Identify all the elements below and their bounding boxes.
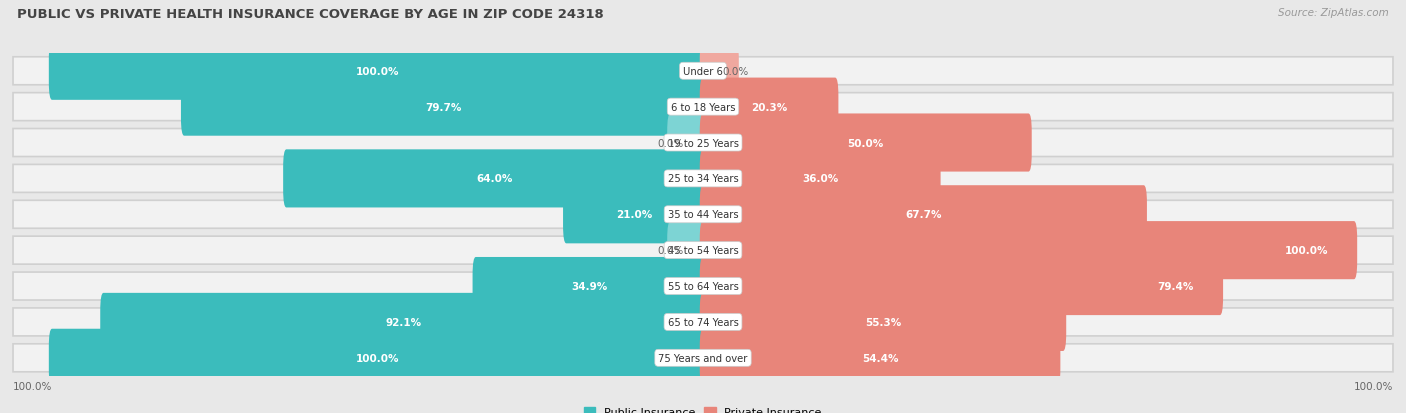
FancyBboxPatch shape bbox=[700, 114, 1032, 172]
Text: 25 to 34 Years: 25 to 34 Years bbox=[668, 174, 738, 184]
FancyBboxPatch shape bbox=[13, 273, 1393, 300]
Text: 100.0%: 100.0% bbox=[13, 381, 52, 391]
FancyBboxPatch shape bbox=[700, 186, 1147, 244]
Text: 20.3%: 20.3% bbox=[751, 102, 787, 112]
Text: 75 Years and over: 75 Years and over bbox=[658, 353, 748, 363]
FancyBboxPatch shape bbox=[13, 93, 1393, 121]
Text: 100.0%: 100.0% bbox=[356, 66, 399, 76]
FancyBboxPatch shape bbox=[13, 344, 1393, 372]
Text: 79.4%: 79.4% bbox=[1157, 281, 1194, 291]
FancyBboxPatch shape bbox=[700, 221, 1357, 280]
FancyBboxPatch shape bbox=[100, 293, 706, 351]
Text: 65 to 74 Years: 65 to 74 Years bbox=[668, 317, 738, 327]
Text: 0.0%: 0.0% bbox=[723, 66, 749, 76]
Text: 6 to 18 Years: 6 to 18 Years bbox=[671, 102, 735, 112]
FancyBboxPatch shape bbox=[700, 150, 941, 208]
FancyBboxPatch shape bbox=[13, 129, 1393, 157]
Text: 45 to 54 Years: 45 to 54 Years bbox=[668, 246, 738, 256]
FancyBboxPatch shape bbox=[181, 78, 706, 136]
Legend: Public Insurance, Private Insurance: Public Insurance, Private Insurance bbox=[579, 403, 827, 413]
Text: 64.0%: 64.0% bbox=[477, 174, 513, 184]
Text: 55.3%: 55.3% bbox=[865, 317, 901, 327]
Text: 35 to 44 Years: 35 to 44 Years bbox=[668, 210, 738, 220]
Text: 54.4%: 54.4% bbox=[862, 353, 898, 363]
Text: 0.0%: 0.0% bbox=[657, 138, 683, 148]
FancyBboxPatch shape bbox=[562, 186, 706, 244]
Text: 36.0%: 36.0% bbox=[801, 174, 838, 184]
FancyBboxPatch shape bbox=[13, 308, 1393, 336]
Text: 55 to 64 Years: 55 to 64 Years bbox=[668, 281, 738, 291]
FancyBboxPatch shape bbox=[668, 221, 706, 280]
Text: 79.7%: 79.7% bbox=[426, 102, 461, 112]
FancyBboxPatch shape bbox=[13, 237, 1393, 264]
FancyBboxPatch shape bbox=[700, 293, 1066, 351]
FancyBboxPatch shape bbox=[700, 329, 1060, 387]
FancyBboxPatch shape bbox=[13, 201, 1393, 229]
Text: 19 to 25 Years: 19 to 25 Years bbox=[668, 138, 738, 148]
Text: 0.0%: 0.0% bbox=[657, 246, 683, 256]
Text: 100.0%: 100.0% bbox=[356, 353, 399, 363]
FancyBboxPatch shape bbox=[472, 257, 706, 316]
FancyBboxPatch shape bbox=[49, 43, 706, 101]
FancyBboxPatch shape bbox=[700, 43, 738, 101]
Text: 67.7%: 67.7% bbox=[905, 210, 942, 220]
FancyBboxPatch shape bbox=[700, 78, 838, 136]
Text: 92.1%: 92.1% bbox=[385, 317, 422, 327]
FancyBboxPatch shape bbox=[668, 114, 706, 172]
FancyBboxPatch shape bbox=[700, 257, 1223, 316]
FancyBboxPatch shape bbox=[13, 165, 1393, 193]
FancyBboxPatch shape bbox=[49, 329, 706, 387]
FancyBboxPatch shape bbox=[13, 58, 1393, 85]
Text: 50.0%: 50.0% bbox=[848, 138, 884, 148]
Text: 100.0%: 100.0% bbox=[1285, 246, 1327, 256]
Text: Source: ZipAtlas.com: Source: ZipAtlas.com bbox=[1278, 8, 1389, 18]
Text: 21.0%: 21.0% bbox=[616, 210, 652, 220]
Text: 34.9%: 34.9% bbox=[571, 281, 607, 291]
FancyBboxPatch shape bbox=[283, 150, 706, 208]
Text: PUBLIC VS PRIVATE HEALTH INSURANCE COVERAGE BY AGE IN ZIP CODE 24318: PUBLIC VS PRIVATE HEALTH INSURANCE COVER… bbox=[17, 8, 603, 21]
Text: 100.0%: 100.0% bbox=[1354, 381, 1393, 391]
Text: Under 6: Under 6 bbox=[683, 66, 723, 76]
